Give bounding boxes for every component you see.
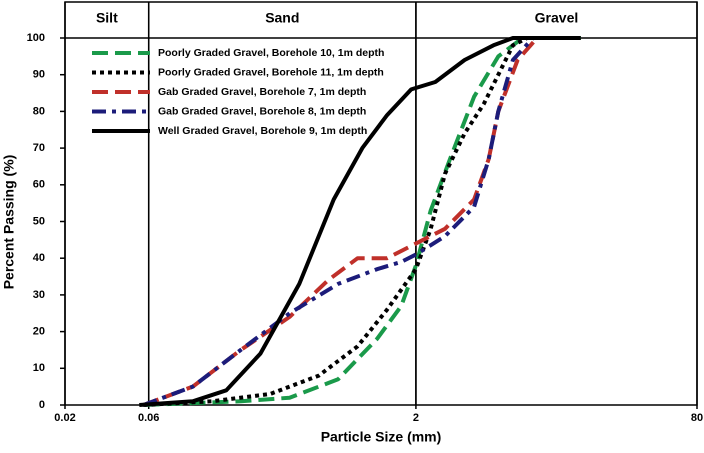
zone-label: Sand <box>265 10 299 26</box>
series-line <box>142 36 581 407</box>
series-line <box>143 36 581 407</box>
legend-label: Well Graded Gravel, Borehole 9, 1m depth <box>158 125 367 137</box>
y-tick-label: 50 <box>33 215 45 227</box>
y-tick-label: 0 <box>39 399 45 411</box>
y-tick-label: 100 <box>27 32 45 44</box>
plot-frame <box>64 1 698 406</box>
x-tick-label: 0.02 <box>54 412 75 424</box>
y-tick-label: 10 <box>33 362 45 374</box>
y-tick-label: 30 <box>33 289 45 301</box>
x-tick-label: 80 <box>691 412 703 424</box>
y-tick-label: 20 <box>33 326 45 338</box>
x-tick-label: 0.06 <box>138 412 159 424</box>
y-tick-label: 80 <box>33 105 45 117</box>
legend-label: Poorly Graded Gravel, Borehole 11, 1m de… <box>158 66 384 78</box>
y-axis-label: Percent Passing (%) <box>1 155 17 290</box>
legend-label: Gab Graded Gravel, Borehole 7, 1m depth <box>158 86 366 98</box>
y-tick-label: 60 <box>33 179 45 191</box>
series-line <box>139 36 581 407</box>
y-tick-label: 40 <box>33 252 45 264</box>
series-line <box>142 36 581 407</box>
legend-label: Gab Graded Gravel, Borehole 8, 1m depth <box>158 105 366 117</box>
y-tick-label: 70 <box>33 142 45 154</box>
x-axis-label: Particle Size (mm) <box>321 429 442 445</box>
zone-label: Silt <box>96 10 118 26</box>
legend-label: Poorly Graded Gravel, Borehole 10, 1m de… <box>158 47 384 59</box>
zone-label: Gravel <box>535 10 579 26</box>
x-tick-label: 2 <box>413 412 419 424</box>
y-tick-label: 90 <box>33 69 45 81</box>
